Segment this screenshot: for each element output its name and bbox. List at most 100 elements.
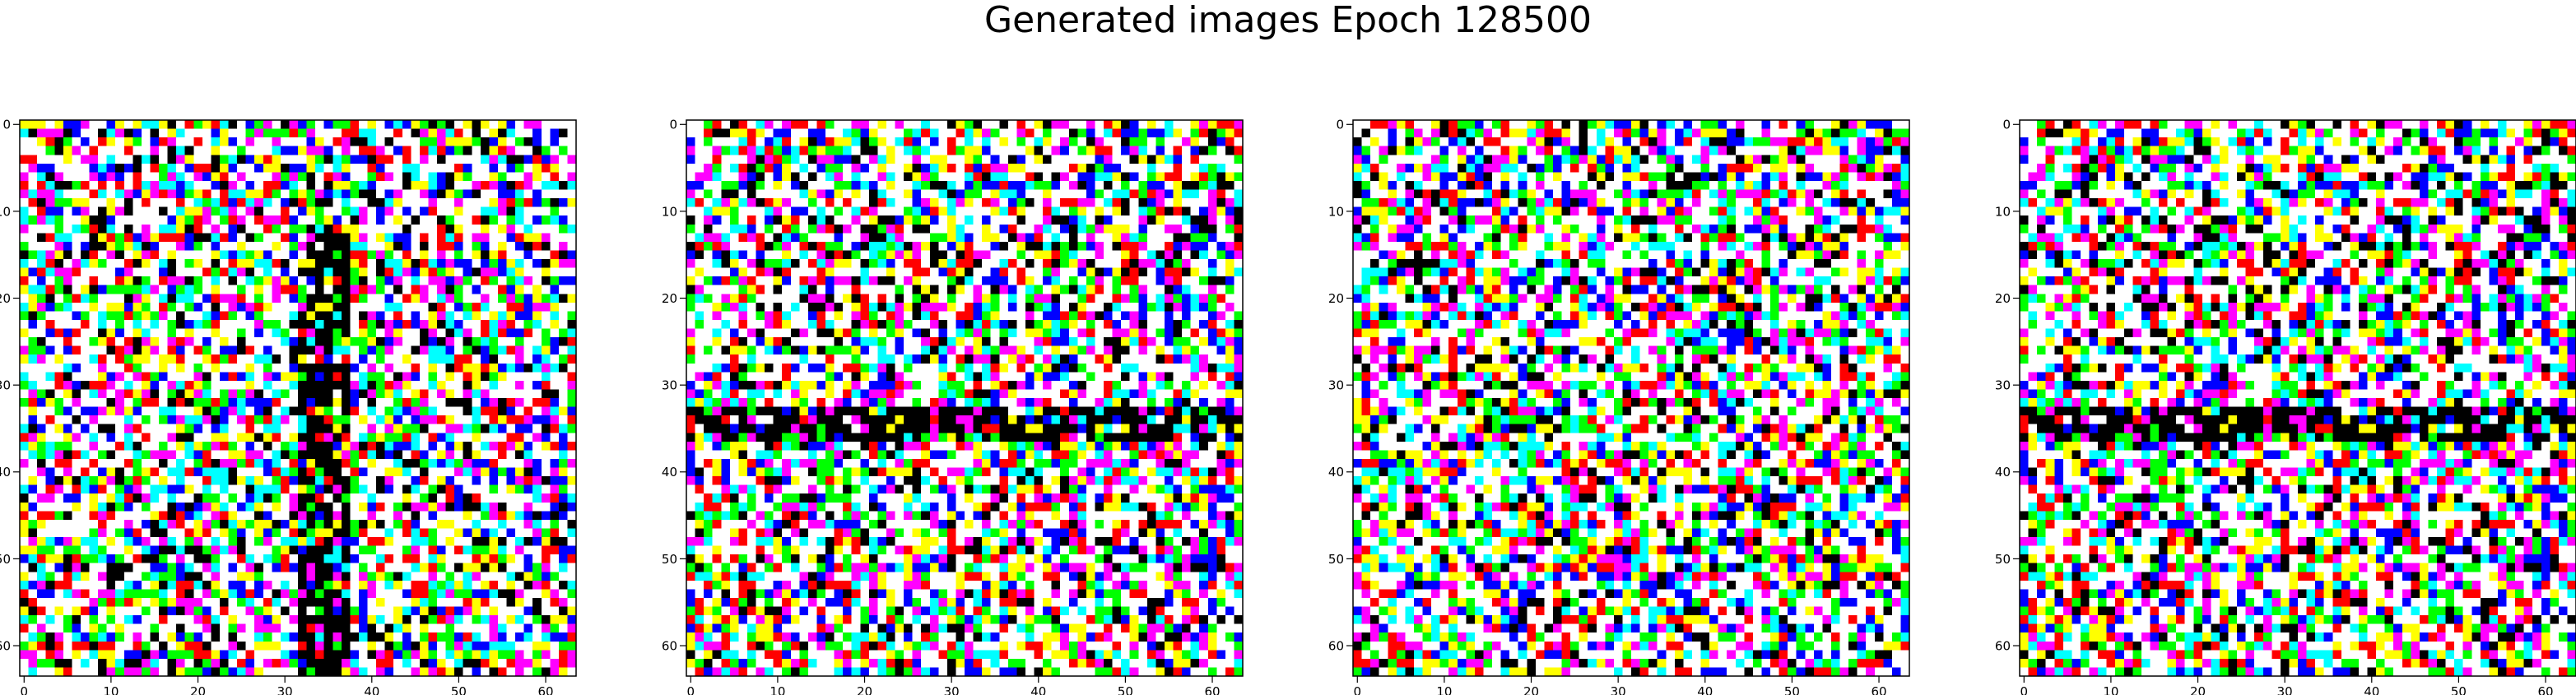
pixel	[123, 311, 133, 321]
pixel	[167, 424, 177, 433]
pixel	[98, 319, 108, 329]
pixel	[463, 189, 472, 199]
pixel	[176, 302, 186, 312]
pixel	[28, 311, 38, 321]
pixel	[80, 345, 90, 355]
pixel	[550, 502, 560, 512]
pixel	[497, 597, 507, 607]
pixel	[289, 632, 299, 642]
pixel	[123, 528, 133, 538]
pixel	[289, 259, 299, 268]
pixel	[497, 372, 507, 382]
pixel	[98, 563, 108, 572]
pixel	[63, 572, 72, 581]
pixel	[193, 589, 203, 599]
pixel	[367, 311, 377, 321]
pixel	[219, 502, 229, 512]
pixel	[341, 146, 351, 155]
pixel	[323, 528, 333, 538]
pixel	[567, 233, 577, 243]
pixel	[167, 137, 177, 147]
pixel	[159, 502, 168, 512]
pixel	[402, 155, 412, 164]
pixel	[1121, 215, 1131, 225]
pixel	[45, 589, 55, 599]
pixel	[895, 224, 904, 234]
pixel	[773, 128, 783, 138]
pixel	[445, 206, 455, 216]
pixel	[202, 380, 212, 390]
pixel	[106, 493, 116, 503]
pixel	[411, 528, 421, 538]
pixel	[428, 250, 438, 260]
pixel	[219, 259, 229, 268]
pixel	[72, 372, 81, 382]
pixel	[489, 128, 499, 138]
pixel	[133, 389, 142, 399]
pixel	[358, 580, 368, 590]
pixel	[515, 667, 525, 677]
pixel	[237, 493, 247, 503]
pixel	[567, 563, 577, 572]
pixel	[393, 363, 403, 373]
pixel	[289, 155, 299, 164]
pixel	[1164, 180, 1174, 190]
pixel	[454, 120, 464, 129]
pixel	[115, 658, 125, 668]
pixel	[80, 458, 90, 468]
pixel	[472, 563, 481, 572]
pixel	[523, 406, 533, 416]
pixel	[289, 606, 299, 616]
pixel	[245, 632, 255, 642]
pixel	[411, 189, 421, 199]
pixel	[1007, 180, 1017, 190]
pixel	[167, 458, 177, 468]
pixel	[437, 545, 446, 555]
pixel	[384, 580, 394, 590]
pixel	[159, 528, 168, 538]
pixel	[782, 172, 792, 182]
pixel	[219, 285, 229, 294]
pixel	[306, 345, 316, 355]
pixel	[480, 597, 490, 607]
pixel	[1164, 146, 1174, 155]
pixel	[37, 658, 47, 668]
pixel	[550, 519, 560, 529]
pixel	[1155, 137, 1165, 147]
pixel	[489, 467, 499, 477]
pixel	[376, 285, 386, 294]
pixel	[411, 484, 421, 494]
pixel	[541, 589, 551, 599]
pixel	[245, 554, 255, 564]
pixel	[298, 337, 307, 347]
pixel	[860, 146, 870, 155]
pixel	[541, 163, 551, 173]
pixel	[480, 146, 490, 155]
pixel	[834, 120, 844, 129]
pixel	[428, 372, 438, 382]
pixel	[254, 572, 264, 581]
pixel	[80, 406, 90, 416]
pixel	[193, 441, 203, 451]
pixel	[306, 519, 316, 529]
pixel	[480, 572, 490, 581]
pixel	[306, 354, 316, 364]
pixel	[523, 206, 533, 216]
pixel	[323, 206, 333, 216]
pixel	[20, 241, 29, 251]
pixel	[515, 328, 525, 338]
pixel	[419, 380, 429, 390]
pixel	[167, 415, 177, 425]
pixel	[541, 398, 551, 407]
pixel	[799, 128, 809, 138]
pixel	[176, 137, 186, 147]
pixel	[332, 163, 342, 173]
pixel	[80, 259, 90, 268]
pixel	[515, 241, 525, 251]
pixel	[419, 172, 429, 182]
pixel	[506, 554, 516, 564]
pixel	[63, 276, 72, 286]
pixel	[106, 597, 116, 607]
pixel	[20, 658, 29, 668]
pixel	[437, 345, 446, 355]
